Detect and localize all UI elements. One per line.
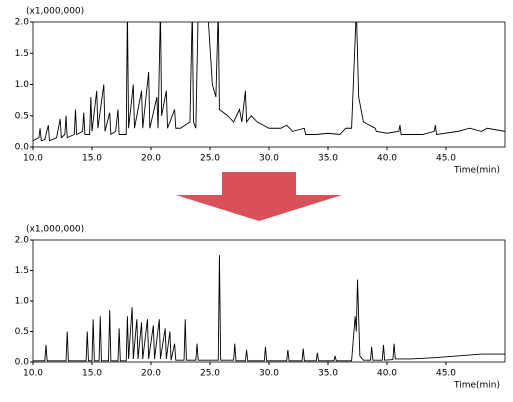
x-tick-label: 15.0 xyxy=(82,154,102,164)
y-tick-label: 0.0 xyxy=(15,143,30,153)
y-tick-label: 1.0 xyxy=(15,80,30,90)
x-tick-label: 20.0 xyxy=(141,369,161,379)
x-tick-label: 45.0 xyxy=(436,369,456,379)
x-tick-label: 40.0 xyxy=(377,154,397,164)
x-tick-label: 30.0 xyxy=(259,154,279,164)
x-tick-label: 30.0 xyxy=(259,369,279,379)
x-tick-label: 40.0 xyxy=(377,369,397,379)
y-tick-label: 1.0 xyxy=(15,297,30,307)
x-tick-label: 35.0 xyxy=(318,369,338,379)
arrow xyxy=(176,172,342,221)
x-tick-label: 10.0 xyxy=(23,154,43,164)
y-tick-label: 0.5 xyxy=(15,111,29,121)
x-axis-title: Time(min) xyxy=(453,381,500,391)
x-tick-label: 25.0 xyxy=(200,369,220,379)
y-tick-label: 2.0 xyxy=(15,236,30,246)
x-tick-label: 25.0 xyxy=(200,154,220,164)
x-tick-label: 10.0 xyxy=(23,369,43,379)
y-axis-unit: (x1,000,000) xyxy=(26,225,84,235)
y-tick-label: 2.0 xyxy=(15,18,30,28)
y-tick-label: 0.0 xyxy=(15,358,30,368)
x-axis-title: Time(min) xyxy=(453,166,500,176)
plot-frame xyxy=(32,239,506,363)
x-tick-label: 45.0 xyxy=(436,154,456,164)
x-tick-label: 15.0 xyxy=(82,369,102,379)
chromatogram-line xyxy=(33,255,505,362)
chromatogram-line xyxy=(33,22,505,142)
y-tick-label: 1.5 xyxy=(15,266,29,276)
plot-frame xyxy=(32,21,506,148)
x-tick-label: 20.0 xyxy=(141,154,161,164)
y-axis-unit: (x1,000,000) xyxy=(26,7,84,17)
y-tick-label: 0.5 xyxy=(15,327,29,337)
y-tick-label: 1.5 xyxy=(15,49,29,59)
x-tick-label: 35.0 xyxy=(318,154,338,164)
